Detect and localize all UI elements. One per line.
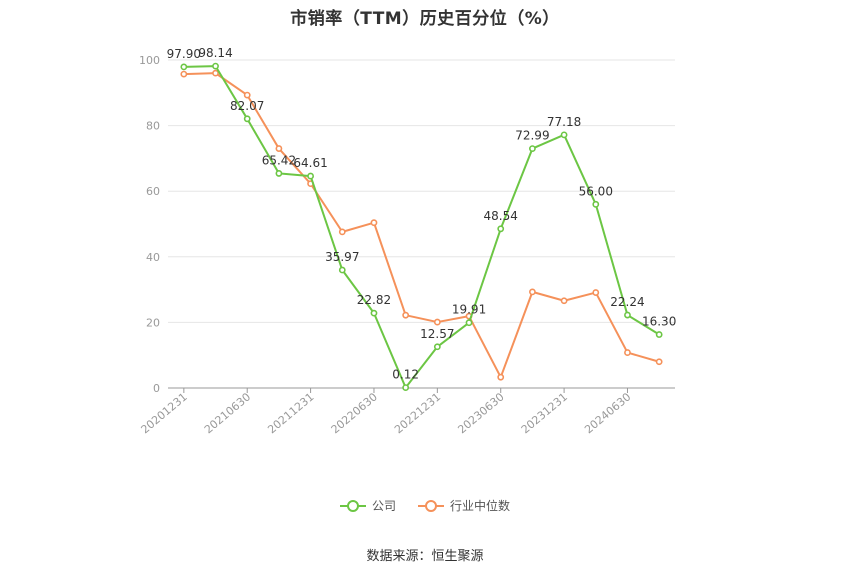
data-label: 19.91 — [452, 303, 486, 317]
data-point — [497, 225, 505, 233]
y-tick-label: 0 — [153, 382, 160, 395]
data-point — [465, 319, 473, 327]
series-line — [183, 72, 660, 379]
data-point — [243, 91, 251, 99]
data-label: 82.07 — [230, 99, 264, 113]
x-tick-label: 20230630 — [455, 390, 506, 436]
data-point — [338, 228, 346, 236]
data-point — [433, 318, 441, 326]
y-tick-label: 20 — [146, 316, 160, 329]
data-point — [560, 297, 568, 305]
data-point — [212, 62, 219, 70]
data-point — [370, 309, 378, 317]
legend-label-industry-median: 行业中位数 — [450, 499, 511, 513]
legend-line-marker-icon — [339, 499, 366, 513]
x-tick-label: 20201231 — [139, 390, 190, 436]
y-tick-label: 60 — [146, 185, 160, 198]
x-tick-label: 20231231 — [519, 390, 570, 436]
data-label: 16.30 — [642, 315, 676, 329]
data-label: 65.42 — [262, 153, 296, 167]
x-tick-label: 20240630 — [582, 390, 633, 436]
x-tick-label: 20210630 — [202, 390, 253, 436]
data-label: 77.18 — [547, 115, 581, 129]
data-point — [370, 219, 378, 227]
data-label: 0.12 — [392, 368, 419, 382]
data-point — [243, 115, 251, 123]
series-line — [183, 65, 660, 389]
data-point — [212, 69, 219, 77]
data-point — [338, 266, 346, 274]
data-label: 22.24 — [610, 295, 644, 309]
y-tick-label: 100 — [139, 54, 160, 67]
data-label: 35.97 — [325, 250, 359, 264]
data-source-note: 数据来源：恒生聚源 — [366, 549, 484, 564]
data-label: 12.57 — [420, 327, 454, 341]
legend-label-company: 公司 — [371, 499, 396, 513]
data-label: 98.14 — [198, 46, 232, 60]
chart-title: 市销率（TTM）历史百分位（%） — [290, 9, 560, 29]
data-point — [433, 343, 441, 351]
data-point — [275, 170, 283, 177]
chart-legend: 公司 行业中位数 — [0, 497, 850, 514]
y-tick-label: 80 — [146, 120, 160, 133]
data-point — [655, 358, 663, 366]
data-label: 72.99 — [515, 129, 549, 143]
data-point — [592, 200, 600, 208]
data-point — [402, 384, 410, 392]
data-point — [307, 172, 314, 180]
data-point — [402, 311, 410, 319]
data-label: 56.00 — [579, 184, 613, 198]
data-point — [592, 289, 600, 296]
y-tick-label: 40 — [146, 251, 160, 264]
data-point — [275, 145, 283, 152]
data-point — [560, 131, 568, 139]
data-label: 64.61 — [293, 156, 327, 170]
x-tick-label: 20220630 — [329, 390, 380, 436]
legend-item-company[interactable]: 公司 — [339, 497, 396, 514]
data-point — [624, 311, 631, 319]
data-label: 48.54 — [484, 209, 518, 223]
data-point — [180, 63, 188, 71]
data-label: 22.82 — [357, 293, 391, 307]
data-point — [529, 288, 536, 296]
legend-line-marker-icon — [418, 499, 444, 513]
data-label: 97.90 — [167, 47, 201, 61]
legend-item-industry-median[interactable]: 行业中位数 — [418, 497, 510, 514]
data-point — [655, 331, 663, 338]
data-point — [180, 70, 188, 78]
x-tick-label: 20211231 — [265, 390, 316, 436]
data-point — [529, 145, 536, 152]
data-point — [624, 349, 631, 356]
data-point — [497, 373, 505, 381]
x-tick-label: 20221231 — [392, 390, 443, 436]
